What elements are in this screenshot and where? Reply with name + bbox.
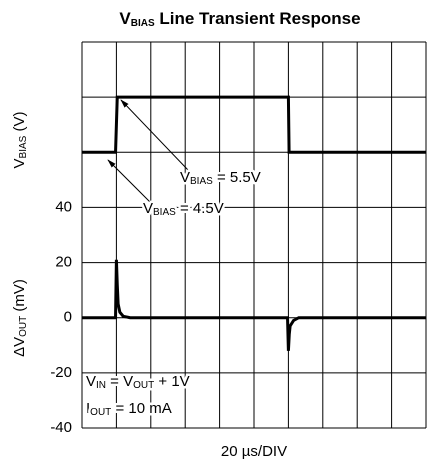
y-tick-label: -20	[50, 364, 72, 381]
arrow	[107, 159, 151, 203]
trace	[82, 95, 426, 154]
annotation-part: V	[86, 373, 96, 390]
chart-title: VBIAS Line Transient Response	[119, 9, 360, 28]
annotation-part: + 1V	[154, 373, 189, 390]
traces	[82, 95, 426, 351]
annotation-part: = 10 mA	[111, 400, 171, 417]
y-tick-label: 0	[64, 309, 72, 326]
annotation-part: BIAS	[153, 207, 176, 218]
chart-title-part: BIAS	[131, 18, 155, 29]
annotation-part: I	[86, 400, 90, 417]
annotation-part: = V	[106, 373, 133, 390]
y-tick-label: -40	[50, 419, 72, 436]
annotation-part: OUT	[133, 380, 154, 391]
chart-title-part: V	[119, 9, 131, 28]
y-axis-label-part: (mV)	[11, 279, 28, 316]
y-tick-label: 20	[55, 254, 72, 271]
annotation-part: = 5.5V	[213, 169, 261, 186]
grid	[81, 41, 427, 429]
annotation-part: V	[143, 200, 153, 217]
annotation: IOUT = 10 mA	[86, 400, 172, 418]
annotation-part: V	[180, 169, 190, 186]
y-axis-label: ΔVOUT (mV)	[11, 279, 29, 357]
annotation-part: = 4.5V	[176, 200, 224, 217]
arrow	[120, 99, 189, 171]
trace	[82, 259, 426, 351]
annotation-part: IN	[96, 380, 106, 391]
y2-axis-label-part: V	[11, 158, 28, 168]
annotation: VBIAS = 5.5V	[180, 169, 261, 187]
chart-title-part: Line Transient Response	[155, 9, 361, 28]
y-axis-label-part: ΔV	[11, 337, 28, 357]
y2-axis-label-part: (V)	[11, 112, 28, 136]
y2-axis-label-part: BIAS	[18, 135, 29, 158]
annotation: VBIAS = 4.5V	[143, 200, 224, 218]
y-axis-label-part: OUT	[18, 316, 29, 337]
annotation-part: BIAS	[190, 176, 213, 187]
y2-axis-label: VBIAS (V)	[11, 112, 29, 169]
x-axis-label: 20 µs/DIV	[221, 443, 287, 460]
annotation-part: OUT	[90, 407, 111, 418]
annotation: VIN = VOUT + 1V	[86, 373, 190, 391]
y-tick-label: 40	[55, 198, 72, 215]
